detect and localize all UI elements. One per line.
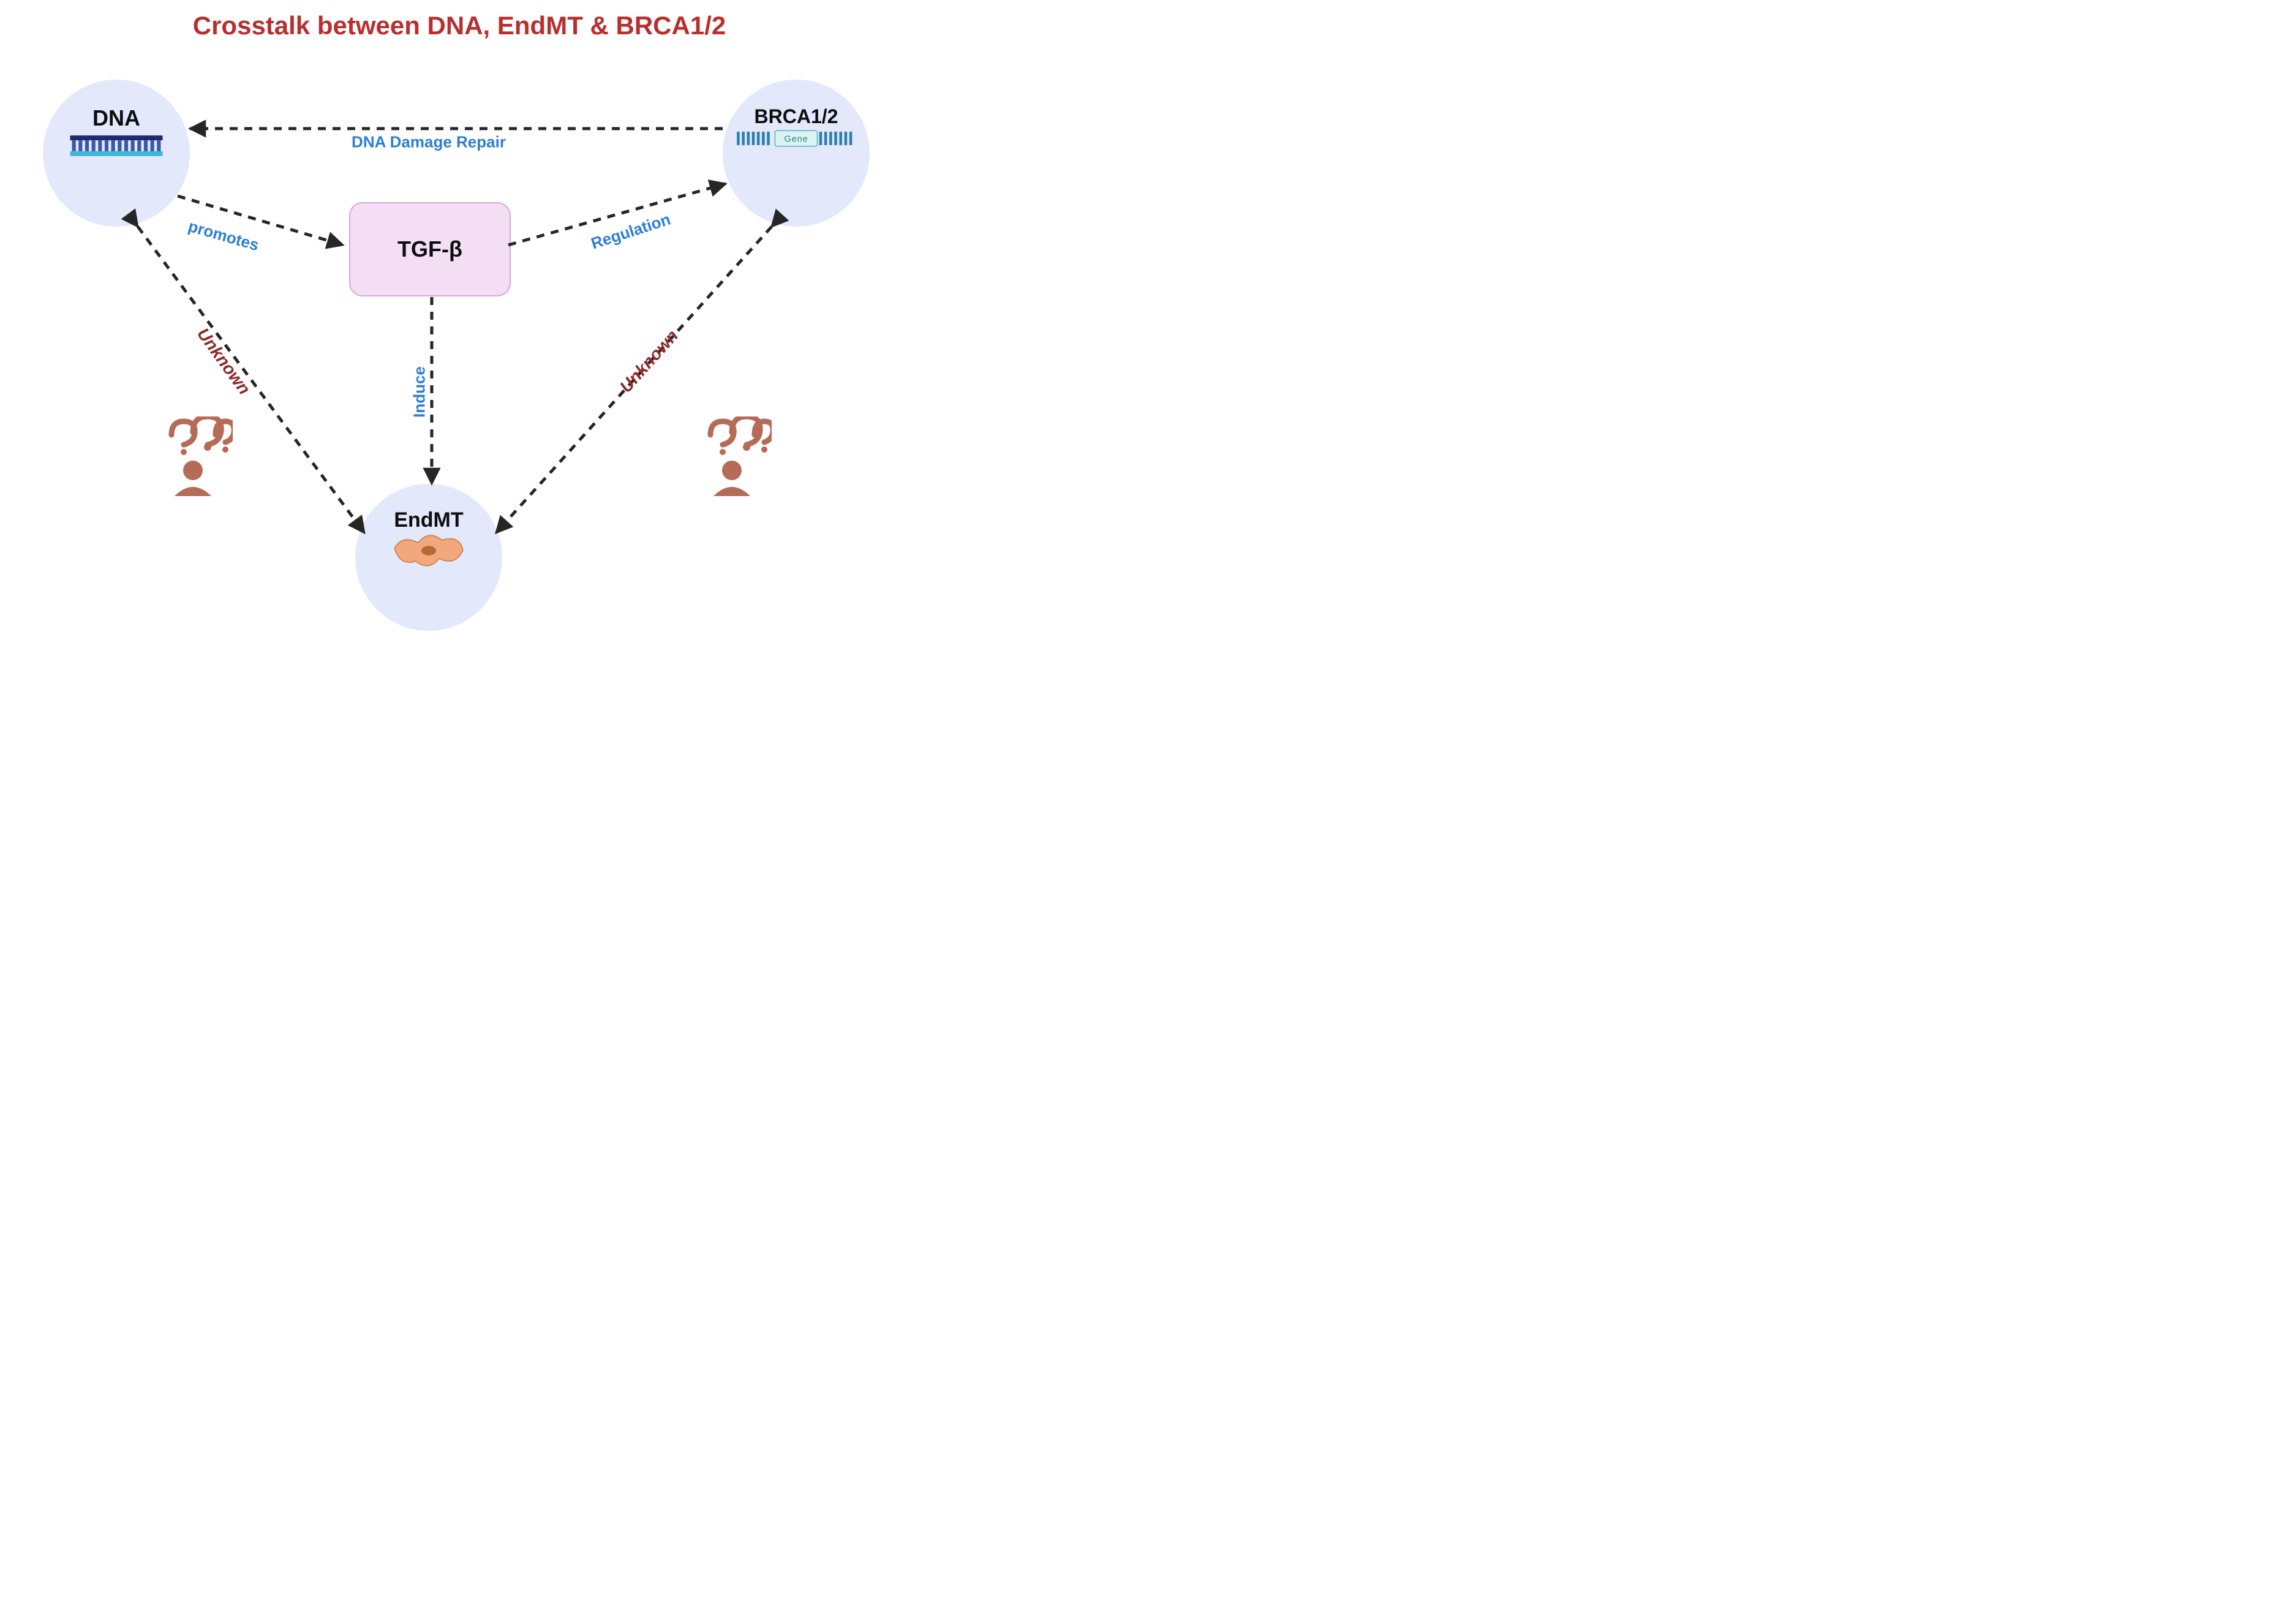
dna-strand-icon xyxy=(67,131,165,160)
question-person-icon xyxy=(159,416,233,499)
diagram-title: Crosstalk between DNA, EndMT & BRCA1/2 xyxy=(0,11,919,40)
gene-badge-text: Gene xyxy=(784,134,808,144)
node-dna: DNA xyxy=(43,80,190,227)
node-brca: BRCA1/2 Gene xyxy=(723,80,870,227)
edge-label-brca-endmt: Unknown xyxy=(616,326,682,396)
question-person-icon xyxy=(698,416,772,499)
edge-label-tgf-to-brca: Regulation xyxy=(589,210,672,254)
node-endmt: EndMT xyxy=(355,484,502,631)
node-tgf-label: TGF-β xyxy=(397,236,462,262)
node-dna-label: DNA xyxy=(92,105,140,131)
edge-label-brca-to-dna: DNA Damage Repair xyxy=(352,133,506,152)
gene-strand-icon: Gene xyxy=(735,128,857,149)
edge-label-dna-to-tgf: promotes xyxy=(186,217,261,255)
edge-label-tgf-to-endmt: Induce xyxy=(410,366,429,418)
mesenchymal-cell-icon xyxy=(389,532,469,569)
node-tgf: TGF-β xyxy=(349,202,511,296)
diagram-canvas: Crosstalk between DNA, EndMT & BRCA1/2 D… xyxy=(0,0,919,643)
node-brca-label: BRCA1/2 xyxy=(755,105,838,128)
edge-label-dna-endmt: Unknown xyxy=(193,325,254,399)
node-endmt-label: EndMT xyxy=(394,508,463,532)
